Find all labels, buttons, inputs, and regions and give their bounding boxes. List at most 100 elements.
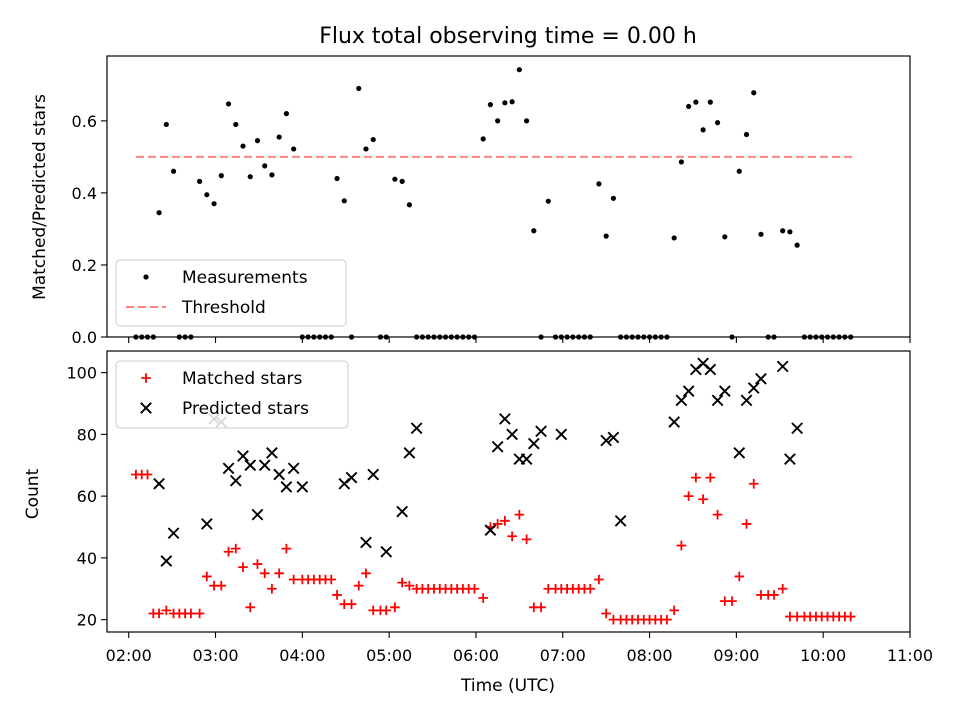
bottom-ytick-label: 20: [77, 611, 97, 630]
bottom-predicted-stars-point: [258, 459, 271, 472]
top-legend-box: [115, 259, 347, 327]
bottom-predicted-stars-point: [360, 536, 372, 549]
bottom-predicted-stars-point: [367, 468, 380, 481]
bottom-matched-stars-point: [698, 494, 708, 505]
bottom-matched-stars-point: [346, 599, 357, 610]
bottom-legend-matched-stars-swatch: [141, 373, 151, 383]
bottom-x-axis-label: Time (UTC): [460, 676, 555, 696]
bottom-matched-stars-point: [288, 574, 299, 585]
bottom-ytick-label: 60: [77, 487, 97, 506]
bottom-predicted-stars-point: [345, 471, 358, 484]
bottom-matched-stars-point: [381, 605, 392, 616]
bottom-predicted-stars-point: [535, 425, 547, 438]
bottom-predicted-stars-point: [711, 394, 724, 407]
bottom-predicted-stars-point: [222, 462, 235, 475]
top-measurements-point: [714, 120, 721, 126]
bottom-legend-predicted-stars-label: Predicted stars: [182, 399, 309, 419]
bottom-predicted-stars-point: [555, 428, 568, 441]
top-chart-title: Flux total observing time = 0.00 h: [319, 24, 697, 49]
bottom-predicted-stars-point: [682, 385, 695, 398]
top-measurements-point: [787, 229, 793, 235]
top-ytick-label: 0.4: [72, 184, 97, 203]
bottom-matched-stars-point: [769, 590, 779, 600]
top-measurements-point: [610, 195, 616, 201]
bottom-matched-stars-point: [142, 469, 153, 480]
bottom-predicted-stars-point: [733, 447, 746, 459]
bottom-matched-stars-point: [601, 608, 611, 619]
bottom-matched-stars-point: [727, 596, 737, 606]
bottom-matched-stars-point: [361, 568, 371, 579]
bottom-predicted-stars-point: [160, 555, 173, 567]
bottom-series: [131, 357, 856, 625]
top-ytick-label: 0.2: [72, 256, 97, 275]
bottom-predicted-stars-point: [491, 440, 504, 453]
top-measurements-point: [399, 178, 405, 184]
top-measurements-point: [341, 198, 347, 204]
top-measurements-point: [780, 228, 786, 234]
top-measurements-point: [671, 235, 677, 241]
bottom-matched-stars-point: [230, 543, 241, 554]
bottom-matched-stars-point: [669, 605, 679, 616]
top-measurements-point: [218, 173, 224, 179]
bottom-ytick-label: 40: [77, 549, 97, 568]
bottom-xtick-label: 02:00: [106, 646, 152, 665]
bottom-ytick-label: 80: [77, 425, 97, 444]
bottom-matched-stars-point: [676, 540, 687, 551]
bottom-matched-stars-point: [202, 571, 212, 582]
top-measurements-point: [233, 121, 239, 128]
bottom-predicted-stars-point: [484, 524, 497, 536]
bottom-matched-stars-point: [594, 574, 604, 585]
bottom-xtick-label: 09:00: [713, 646, 759, 665]
bottom-matched-stars-point: [734, 571, 745, 582]
bottom-ytick-label: 100: [66, 364, 97, 383]
top-measurements-point: [204, 192, 210, 198]
bottom-predicted-stars-point: [273, 468, 286, 481]
top-measurements-point: [356, 85, 362, 92]
bottom-predicted-stars-point: [791, 422, 804, 435]
bottom-matched-stars-point: [397, 577, 407, 588]
bottom-predicted-stars-point: [396, 505, 409, 518]
bottom-matched-stars-point: [705, 472, 716, 483]
bottom-predicted-stars-point: [237, 450, 249, 462]
bottom-matched-stars-point: [274, 568, 284, 579]
bottom-predicted-stars-point: [527, 437, 540, 450]
top-measurements-point: [254, 138, 261, 144]
top-measurements-point: [392, 176, 398, 182]
top-measurements-point: [247, 174, 253, 180]
bottom-predicted-stars-point: [499, 413, 511, 425]
top-plot-frame: [106, 55, 911, 338]
top-legend-measurements-label: Measurements: [182, 268, 308, 288]
bottom-predicted-stars-point: [287, 462, 300, 475]
bottom-matched-stars-point: [186, 608, 196, 619]
top-ytick-label: 0.0: [72, 328, 97, 347]
bottom-predicted-stars-point: [280, 480, 293, 493]
bottom-xtick-label: 07:00: [540, 646, 586, 665]
top-y-axis-label: Matched/Predicted stars: [30, 94, 50, 300]
bottom-matched-stars-point: [507, 531, 517, 542]
top-measurements-point: [334, 175, 340, 182]
bottom-xtick-label: 06:00: [453, 646, 499, 665]
top-measurements-point: [487, 102, 494, 108]
bottom-matched-stars-point: [691, 472, 701, 483]
bottom-predicted-stars-point: [403, 447, 416, 459]
bottom-predicted-stars-point: [600, 434, 613, 447]
top-measurements-point: [269, 172, 275, 178]
bottom-predicted-stars-point: [718, 385, 731, 398]
bottom-xtick-label: 03:00: [192, 646, 238, 665]
bottom-matched-stars-point: [194, 608, 205, 619]
bottom-matched-stars-point: [252, 559, 263, 569]
bottom-predicted-stars-point: [506, 428, 518, 441]
top-measurements-point: [163, 121, 169, 128]
top-legend-measurements-swatch: [143, 274, 149, 280]
bottom-legend-predicted-stars-swatch: [140, 402, 152, 414]
top-measurements-point: [240, 143, 246, 149]
top-measurements-point: [678, 159, 684, 165]
top-measurements-point: [545, 198, 551, 204]
bottom-matched-stars-point: [154, 608, 164, 619]
bottom-matched-stars-point: [281, 543, 292, 554]
bottom-predicted-stars-point: [747, 382, 760, 394]
bottom-legend-matched-stars-label: Matched stars: [182, 369, 302, 389]
bottom-xtick-label: 10:00: [800, 646, 846, 665]
bottom-x-ticks: 02:00 03:00 04:00 05:00 06:00 07:00 08:00 09:00…: [106, 632, 933, 665]
